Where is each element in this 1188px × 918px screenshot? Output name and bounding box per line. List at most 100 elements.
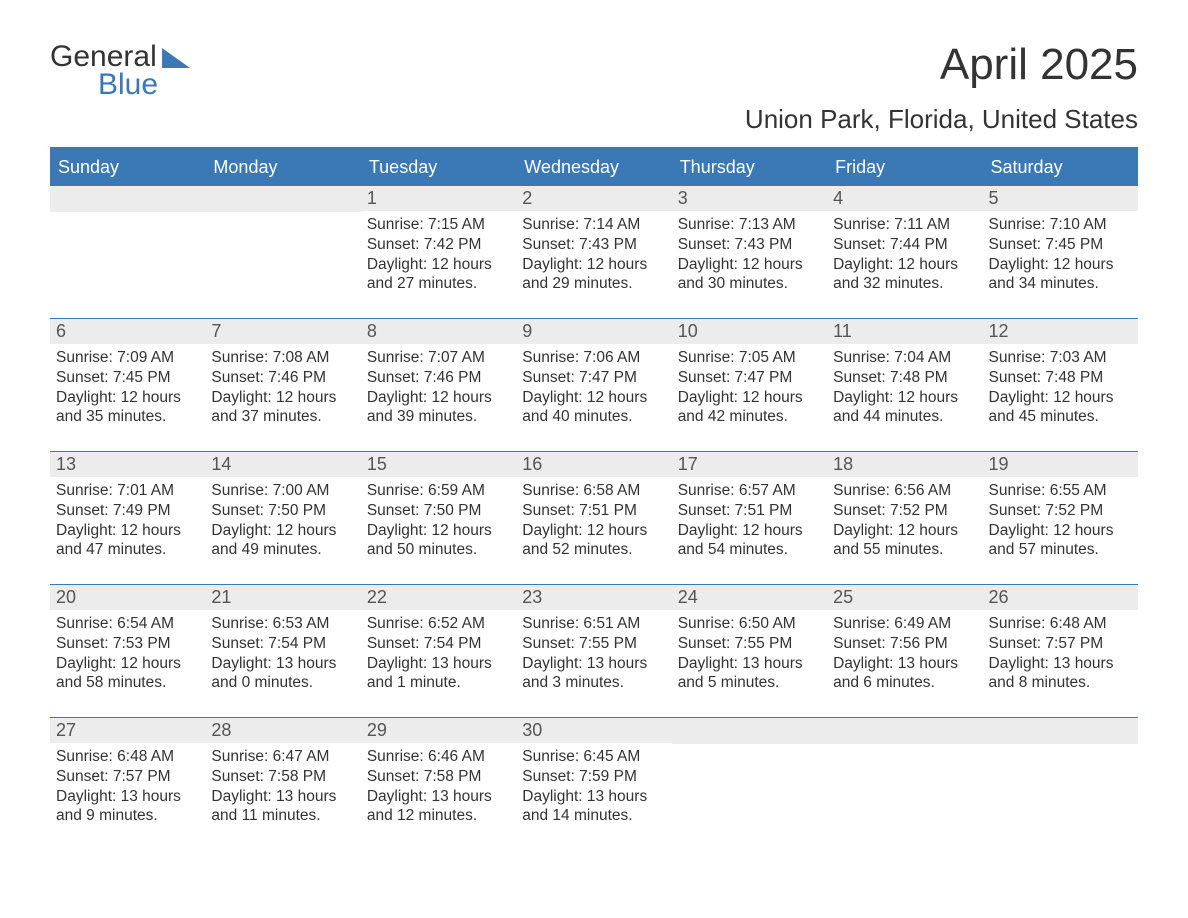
day-body: Sunrise: 7:07 AMSunset: 7:46 PMDaylight:… (361, 344, 516, 439)
daylight-text: Daylight: 12 hours and 32 minutes. (833, 255, 976, 295)
daylight-text: Daylight: 12 hours and 42 minutes. (678, 388, 821, 428)
calendar-week: 13Sunrise: 7:01 AMSunset: 7:49 PMDayligh… (50, 451, 1138, 584)
calendar-cell: 11Sunrise: 7:04 AMSunset: 7:48 PMDayligh… (827, 319, 982, 451)
sunrise-text: Sunrise: 6:47 AM (211, 747, 354, 767)
day-number: 16 (516, 452, 671, 477)
daylight-text: Daylight: 13 hours and 14 minutes. (522, 787, 665, 827)
sunrise-text: Sunrise: 6:51 AM (522, 614, 665, 634)
day-body: Sunrise: 7:01 AMSunset: 7:49 PMDaylight:… (50, 477, 205, 572)
daylight-text: Daylight: 12 hours and 44 minutes. (833, 388, 976, 428)
day-body: Sunrise: 7:05 AMSunset: 7:47 PMDaylight:… (672, 344, 827, 439)
daylight-text: Daylight: 12 hours and 39 minutes. (367, 388, 510, 428)
calendar-cell: 7Sunrise: 7:08 AMSunset: 7:46 PMDaylight… (205, 319, 360, 451)
calendar-cell: 4Sunrise: 7:11 AMSunset: 7:44 PMDaylight… (827, 186, 982, 318)
calendar-cell (205, 186, 360, 318)
calendar-cell: 19Sunrise: 6:55 AMSunset: 7:52 PMDayligh… (983, 452, 1138, 584)
day-number: 8 (361, 319, 516, 344)
calendar-cell: 13Sunrise: 7:01 AMSunset: 7:49 PMDayligh… (50, 452, 205, 584)
sunrise-text: Sunrise: 6:56 AM (833, 481, 976, 501)
sunset-text: Sunset: 7:43 PM (522, 235, 665, 255)
day-number: 27 (50, 718, 205, 743)
flag-icon (162, 48, 190, 68)
calendar-cell: 28Sunrise: 6:47 AMSunset: 7:58 PMDayligh… (205, 718, 360, 850)
sunset-text: Sunset: 7:49 PM (56, 501, 199, 521)
sunset-text: Sunset: 7:51 PM (678, 501, 821, 521)
day-number: 13 (50, 452, 205, 477)
calendar-cell (983, 718, 1138, 850)
day-number: 21 (205, 585, 360, 610)
day-body: Sunrise: 7:06 AMSunset: 7:47 PMDaylight:… (516, 344, 671, 439)
sunrise-text: Sunrise: 7:07 AM (367, 348, 510, 368)
sunset-text: Sunset: 7:45 PM (56, 368, 199, 388)
daylight-text: Daylight: 13 hours and 9 minutes. (56, 787, 199, 827)
day-header: Tuesday (361, 149, 516, 186)
calendar-cell: 16Sunrise: 6:58 AMSunset: 7:51 PMDayligh… (516, 452, 671, 584)
day-number: 4 (827, 186, 982, 211)
sunset-text: Sunset: 7:46 PM (211, 368, 354, 388)
day-body: Sunrise: 7:15 AMSunset: 7:42 PMDaylight:… (361, 211, 516, 306)
logo: General Blue (50, 40, 190, 102)
day-header: Saturday (983, 149, 1138, 186)
daylight-text: Daylight: 12 hours and 30 minutes. (678, 255, 821, 295)
daylight-text: Daylight: 12 hours and 34 minutes. (989, 255, 1132, 295)
calendar-week: 6Sunrise: 7:09 AMSunset: 7:45 PMDaylight… (50, 318, 1138, 451)
sunrise-text: Sunrise: 7:14 AM (522, 215, 665, 235)
day-body: Sunrise: 6:51 AMSunset: 7:55 PMDaylight:… (516, 610, 671, 705)
day-body: Sunrise: 6:54 AMSunset: 7:53 PMDaylight:… (50, 610, 205, 705)
sunset-text: Sunset: 7:50 PM (367, 501, 510, 521)
sunrise-text: Sunrise: 7:13 AM (678, 215, 821, 235)
sunset-text: Sunset: 7:53 PM (56, 634, 199, 654)
day-number: 14 (205, 452, 360, 477)
day-number: 28 (205, 718, 360, 743)
calendar-cell: 6Sunrise: 7:09 AMSunset: 7:45 PMDaylight… (50, 319, 205, 451)
calendar-cell: 2Sunrise: 7:14 AMSunset: 7:43 PMDaylight… (516, 186, 671, 318)
calendar-cell: 14Sunrise: 7:00 AMSunset: 7:50 PMDayligh… (205, 452, 360, 584)
calendar-cell: 22Sunrise: 6:52 AMSunset: 7:54 PMDayligh… (361, 585, 516, 717)
sunrise-text: Sunrise: 6:53 AM (211, 614, 354, 634)
title-block: April 2025 Union Park, Florida, United S… (745, 40, 1138, 135)
calendar-cell: 26Sunrise: 6:48 AMSunset: 7:57 PMDayligh… (983, 585, 1138, 717)
logo-word-2: Blue (98, 68, 158, 102)
day-header: Monday (205, 149, 360, 186)
daylight-text: Daylight: 13 hours and 8 minutes. (989, 654, 1132, 694)
sunrise-text: Sunrise: 7:06 AM (522, 348, 665, 368)
daylight-text: Daylight: 12 hours and 55 minutes. (833, 521, 976, 561)
sunrise-text: Sunrise: 7:04 AM (833, 348, 976, 368)
sunset-text: Sunset: 7:52 PM (989, 501, 1132, 521)
day-body: Sunrise: 6:52 AMSunset: 7:54 PMDaylight:… (361, 610, 516, 705)
day-number (983, 718, 1138, 744)
day-body: Sunrise: 6:56 AMSunset: 7:52 PMDaylight:… (827, 477, 982, 572)
day-number (50, 186, 205, 212)
day-number: 1 (361, 186, 516, 211)
day-number: 19 (983, 452, 1138, 477)
day-number: 12 (983, 319, 1138, 344)
day-number (205, 186, 360, 212)
calendar-cell: 18Sunrise: 6:56 AMSunset: 7:52 PMDayligh… (827, 452, 982, 584)
daylight-text: Daylight: 12 hours and 52 minutes. (522, 521, 665, 561)
sunrise-text: Sunrise: 7:11 AM (833, 215, 976, 235)
calendar-week: 1Sunrise: 7:15 AMSunset: 7:42 PMDaylight… (50, 186, 1138, 318)
sunrise-text: Sunrise: 6:57 AM (678, 481, 821, 501)
sunset-text: Sunset: 7:52 PM (833, 501, 976, 521)
daylight-text: Daylight: 12 hours and 35 minutes. (56, 388, 199, 428)
calendar-cell: 9Sunrise: 7:06 AMSunset: 7:47 PMDaylight… (516, 319, 671, 451)
sunset-text: Sunset: 7:48 PM (989, 368, 1132, 388)
day-body: Sunrise: 7:08 AMSunset: 7:46 PMDaylight:… (205, 344, 360, 439)
daylight-text: Daylight: 12 hours and 40 minutes. (522, 388, 665, 428)
day-body: Sunrise: 6:57 AMSunset: 7:51 PMDaylight:… (672, 477, 827, 572)
day-number: 23 (516, 585, 671, 610)
sunset-text: Sunset: 7:57 PM (989, 634, 1132, 654)
calendar-cell: 12Sunrise: 7:03 AMSunset: 7:48 PMDayligh… (983, 319, 1138, 451)
sunrise-text: Sunrise: 7:15 AM (367, 215, 510, 235)
day-number: 3 (672, 186, 827, 211)
calendar-cell: 29Sunrise: 6:46 AMSunset: 7:58 PMDayligh… (361, 718, 516, 850)
day-number: 18 (827, 452, 982, 477)
sunrise-text: Sunrise: 6:58 AM (522, 481, 665, 501)
daylight-text: Daylight: 13 hours and 12 minutes. (367, 787, 510, 827)
sunset-text: Sunset: 7:43 PM (678, 235, 821, 255)
sunrise-text: Sunrise: 7:09 AM (56, 348, 199, 368)
month-title: April 2025 (745, 40, 1138, 90)
sunset-text: Sunset: 7:57 PM (56, 767, 199, 787)
day-body: Sunrise: 6:45 AMSunset: 7:59 PMDaylight:… (516, 743, 671, 838)
sunset-text: Sunset: 7:58 PM (367, 767, 510, 787)
